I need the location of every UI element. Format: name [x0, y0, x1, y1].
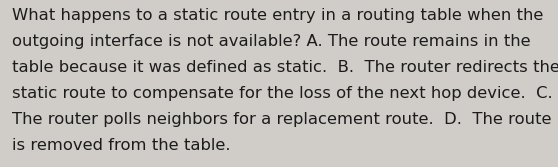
Text: outgoing interface is not available? A. The route remains in the: outgoing interface is not available? A. … [12, 34, 531, 49]
Text: static route to compensate for the loss of the next hop device.  C.: static route to compensate for the loss … [12, 86, 553, 101]
Text: What happens to a static route entry in a routing table when the: What happens to a static route entry in … [12, 8, 543, 23]
Text: table because it was defined as static.  B.  The router redirects the: table because it was defined as static. … [12, 60, 558, 75]
Text: The router polls neighbors for a replacement route.  D.  The route: The router polls neighbors for a replace… [12, 112, 552, 127]
Text: is removed from the table.: is removed from the table. [12, 138, 231, 153]
